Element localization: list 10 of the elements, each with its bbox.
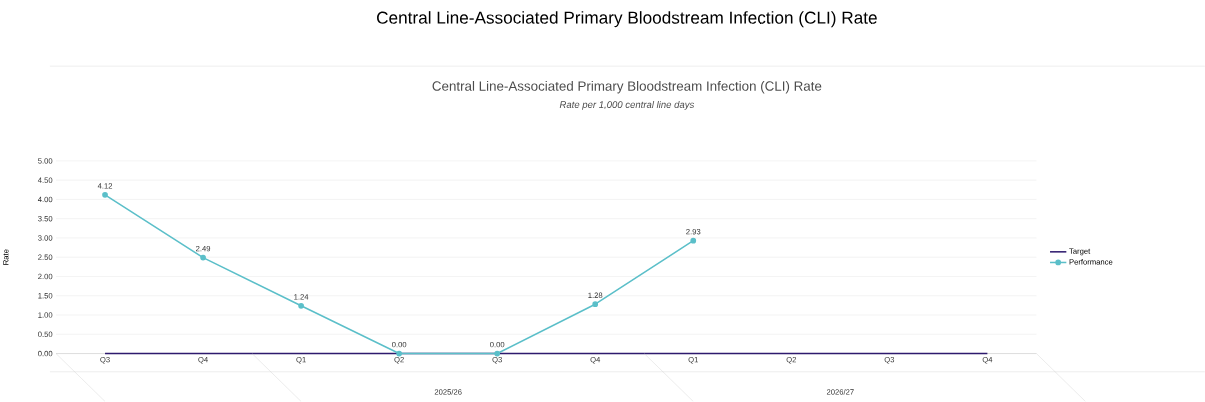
point xyxy=(396,350,403,357)
point xyxy=(690,237,697,244)
text: Central Line-Associated Primary Bloodstream Infection (CLI) Rate xyxy=(377,11,877,28)
chart-subtitle: Rate per 1,000 central line days xyxy=(559,101,695,111)
point xyxy=(494,350,501,357)
chart-title: Central Line-Associated Primary Bloodstream Infection (CLI) Rate xyxy=(432,81,822,94)
point xyxy=(592,301,599,308)
point xyxy=(200,254,206,261)
point xyxy=(102,192,108,198)
point xyxy=(298,303,304,309)
